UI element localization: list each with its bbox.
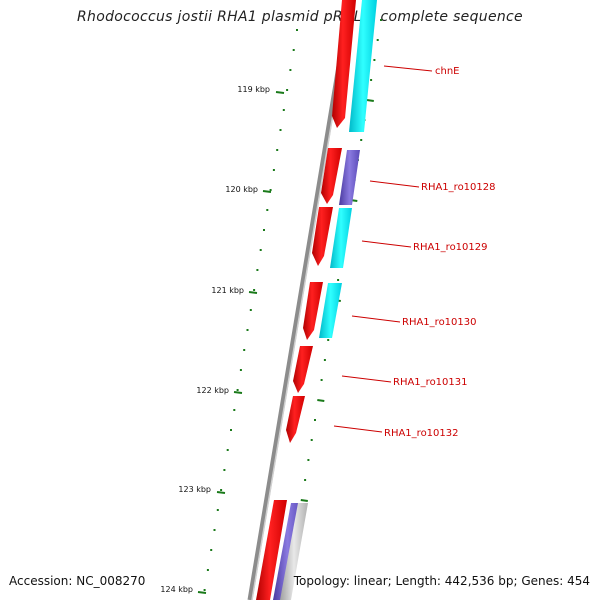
gene-label-ro10128: RHA1_ro10128 xyxy=(369,180,496,193)
cds-block-cyan xyxy=(319,283,342,338)
kbp-tick-121: 121 kbp xyxy=(211,286,258,295)
cds-block-gray xyxy=(280,503,308,600)
accession-text: Accession: NC_008270 xyxy=(9,574,146,588)
gene-arrow xyxy=(321,148,342,204)
tick-label: 124 kbp xyxy=(160,585,193,594)
gene-label-ro10130: RHA1_ro10130 xyxy=(351,315,477,328)
svg-text:RHA1_ro10130: RHA1_ro10130 xyxy=(402,317,477,328)
svg-text:RHA1_ro10132: RHA1_ro10132 xyxy=(384,428,459,439)
kbp-tick-124: 124 kbp xyxy=(160,585,207,594)
gene-label-ro10129: RHA1_ro10129 xyxy=(361,240,488,253)
tick-label: 119 kbp xyxy=(237,85,270,94)
gene-label-chnE: chnE xyxy=(383,65,460,77)
map-title: Rhodococcus jostii RHA1 plasmid pRHL2, c… xyxy=(77,9,523,25)
minor-tick xyxy=(317,399,325,402)
tick-label: 121 kbp xyxy=(211,286,244,295)
kbp-tick-123: 123 kbp xyxy=(178,485,226,494)
svg-text:RHA1_ro10129: RHA1_ro10129 xyxy=(413,242,488,253)
gene-arrow xyxy=(293,346,313,393)
svg-text:RHA1_ro10131: RHA1_ro10131 xyxy=(393,377,468,388)
svg-text:chnE: chnE xyxy=(435,66,460,77)
cds-track xyxy=(273,0,377,600)
gene-arrow xyxy=(303,282,323,340)
gene-arrow xyxy=(312,207,333,266)
cds-block-cyan xyxy=(349,0,377,132)
gene-label-ro10132: RHA1_ro10132 xyxy=(333,425,459,439)
gene-arrow xyxy=(286,396,305,443)
scale-dots xyxy=(203,29,298,591)
tick-label: 122 kbp xyxy=(196,386,229,395)
kbp-tick-122: 122 kbp xyxy=(196,386,243,395)
kbp-tick-120: 120 kbp xyxy=(225,185,272,194)
tick-label: 120 kbp xyxy=(225,185,258,194)
gene-track-red xyxy=(256,0,356,600)
cds-block-cyan xyxy=(330,208,352,268)
minor-tick xyxy=(300,499,308,502)
minor-tick xyxy=(366,99,374,102)
cds-block-purple xyxy=(339,150,360,205)
svg-text:RHA1_ro10128: RHA1_ro10128 xyxy=(421,182,496,193)
kbp-tick-119: 119 kbp xyxy=(237,85,285,94)
gene-arrow xyxy=(256,500,287,600)
sequence-summary: Topology: linear; Length: 442,536 bp; Ge… xyxy=(293,574,590,588)
gene-arrow xyxy=(332,0,356,128)
gene-label-ro10131: RHA1_ro10131 xyxy=(341,375,468,388)
tick-label: 123 kbp xyxy=(178,485,211,494)
